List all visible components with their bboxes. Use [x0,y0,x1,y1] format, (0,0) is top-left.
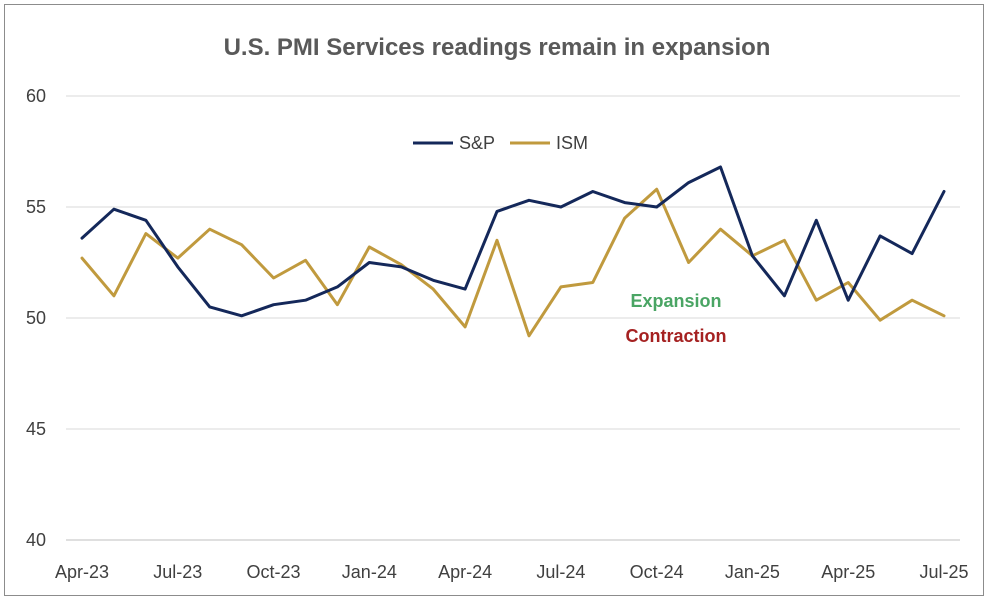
chart-frame [4,4,984,596]
chart-title: U.S. PMI Services readings remain in exp… [224,34,771,61]
x-tick-label: Jul-25 [919,562,968,582]
x-tick-label: Jan-25 [725,562,780,582]
series-line-sp [80,165,946,318]
legend: S&P ISM [413,133,588,153]
y-tick-label: 40 [26,530,46,550]
x-tick-label: Apr-25 [821,562,875,582]
series-line-ism [80,187,946,338]
y-tick-label: 55 [26,197,46,217]
series-lines [80,165,946,338]
y-tick-label: 60 [26,86,46,106]
x-tick-label: Oct-23 [247,562,301,582]
y-tick-label: 50 [26,308,46,328]
x-tick-label: Apr-24 [438,562,492,582]
legend-label-ism: ISM [556,133,588,153]
expansion-annotation: Expansion [630,291,721,311]
x-tick-label: Oct-24 [630,562,684,582]
gridlines [66,95,960,541]
contraction-annotation: Contraction [626,326,727,346]
y-axis: 40 45 50 55 60 [26,86,46,550]
x-tick-label: Jul-23 [153,562,202,582]
y-tick-label: 45 [26,419,46,439]
legend-label-sp: S&P [459,133,495,153]
x-tick-label: Jul-24 [536,562,585,582]
x-axis: Apr-23 Jul-23 Oct-23 Jan-24 Apr-24 Jul-24 Oct-… [55,562,969,582]
x-tick-label: Jan-24 [342,562,397,582]
x-tick-label: Apr-23 [55,562,109,582]
